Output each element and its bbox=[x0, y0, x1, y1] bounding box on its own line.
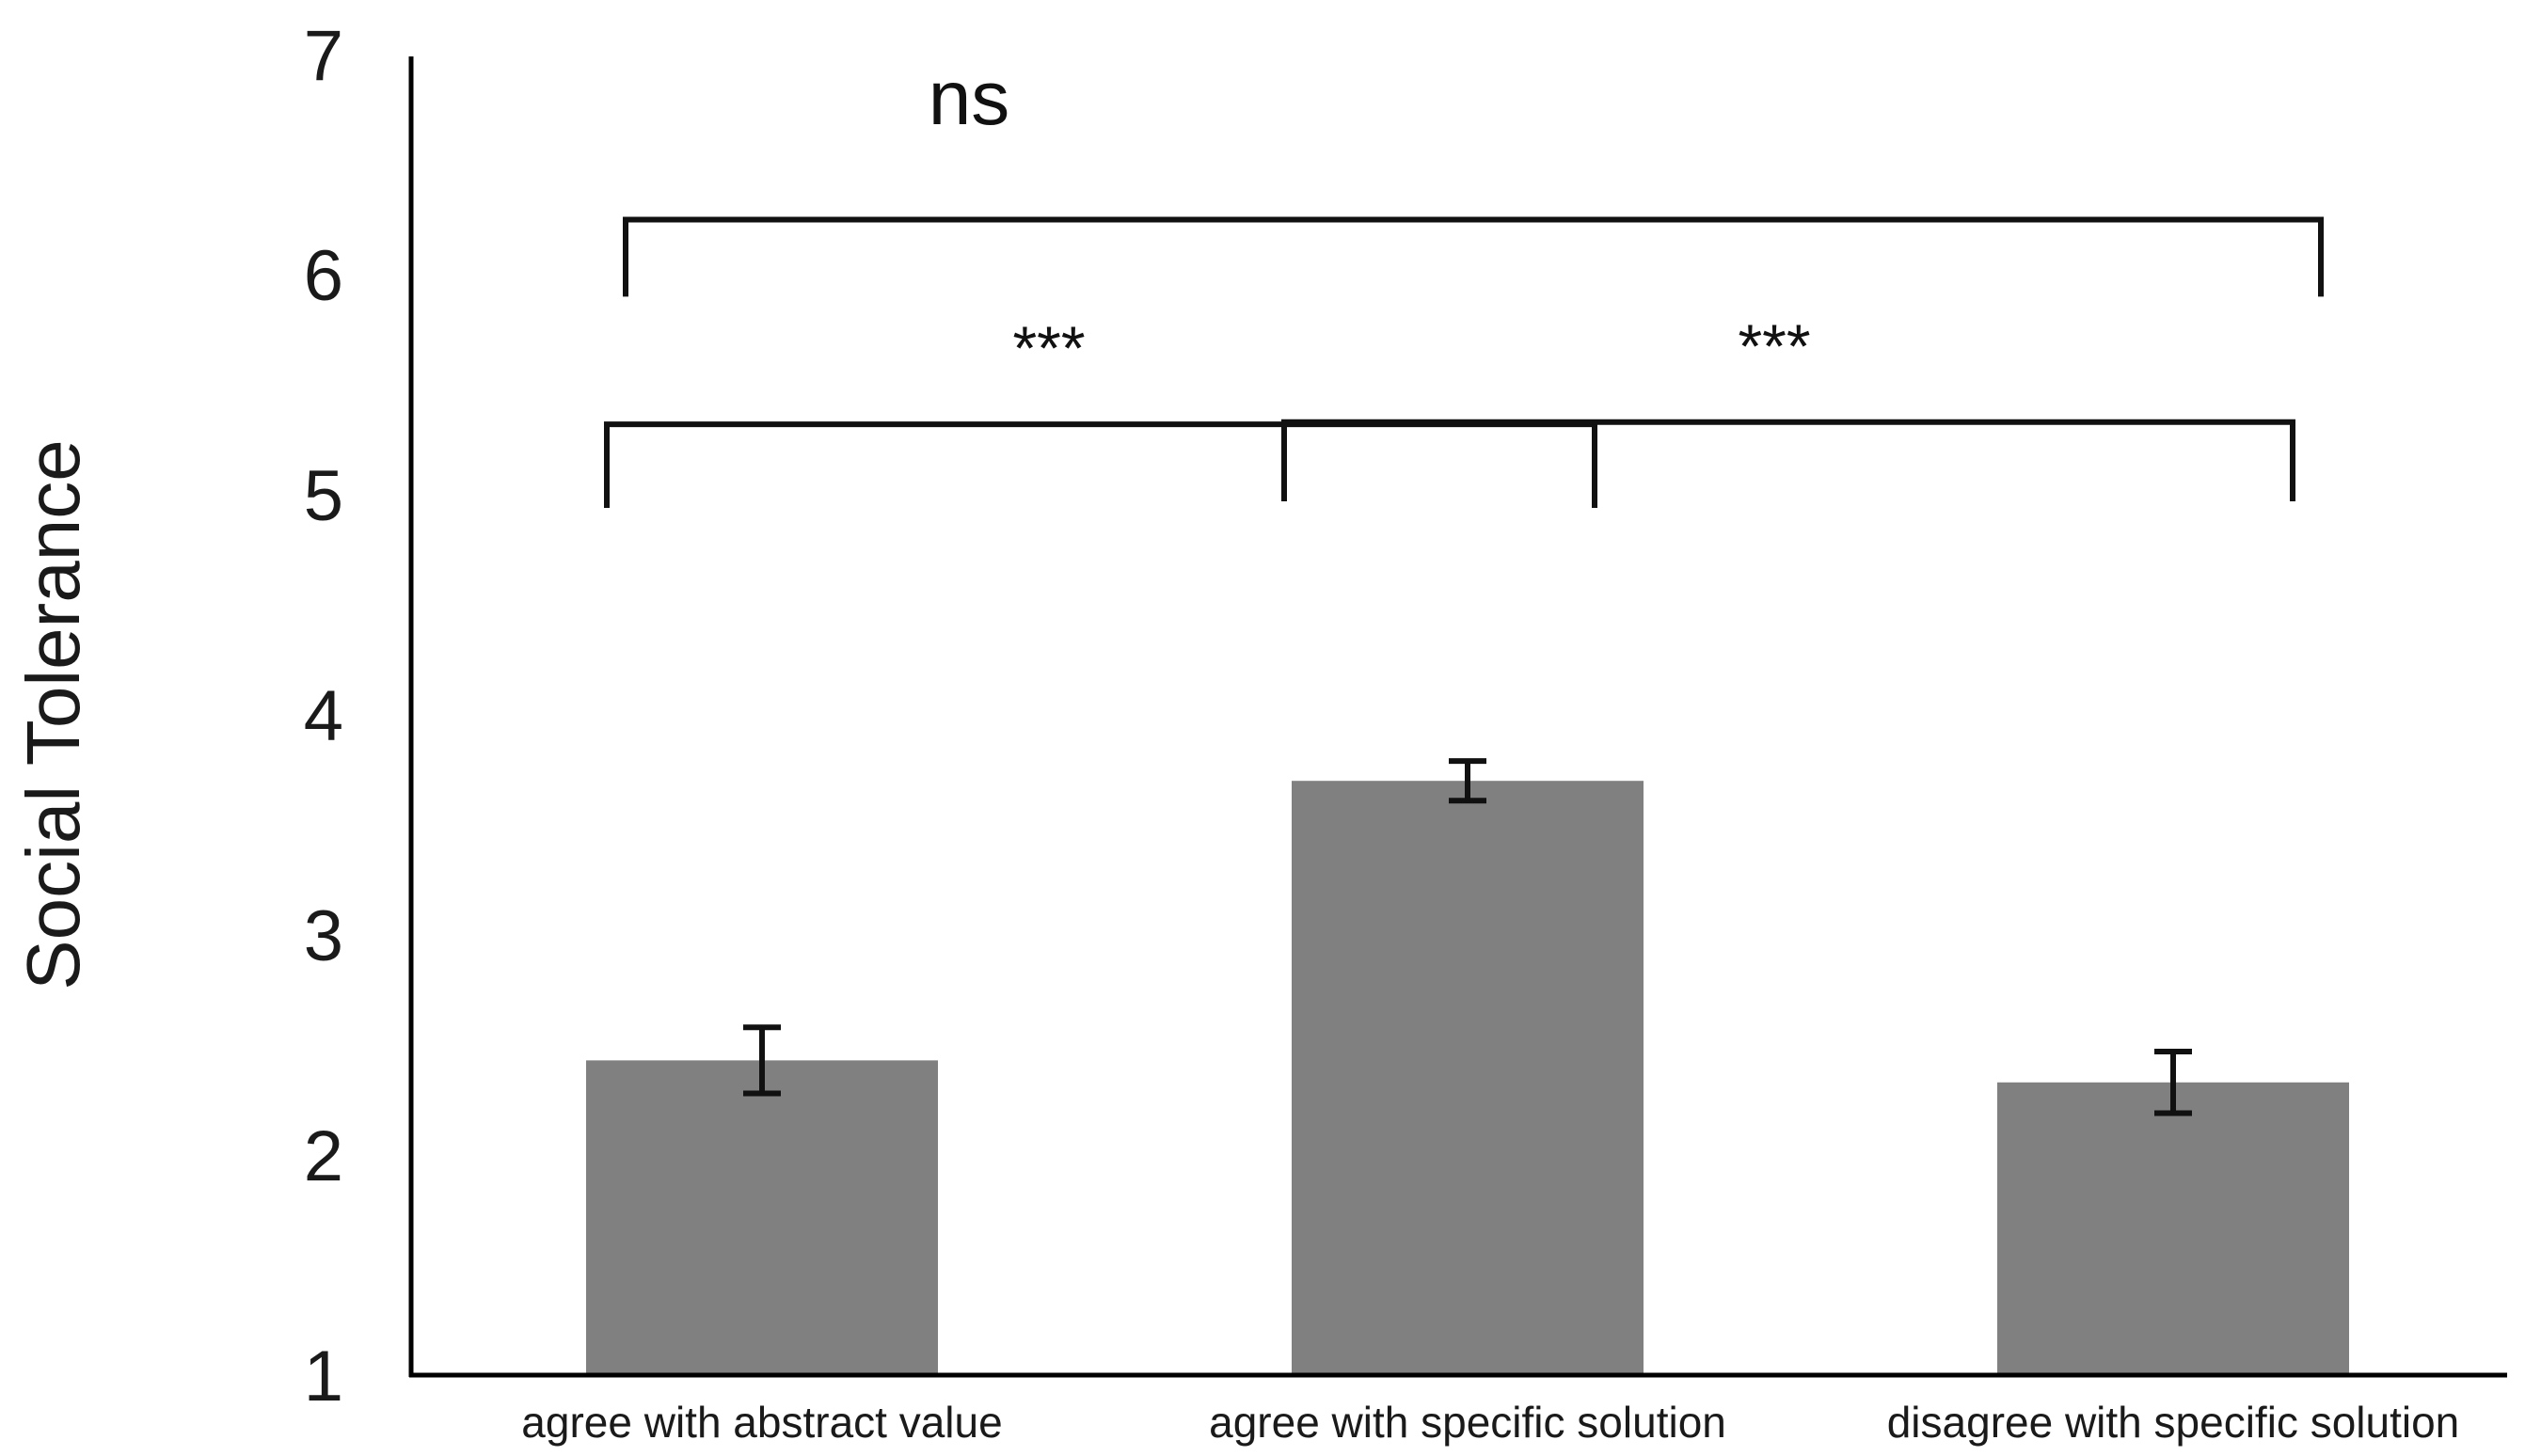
y-tick-label: 7 bbox=[304, 16, 343, 96]
significance-bracket-3 bbox=[1281, 419, 2295, 502]
y-axis-label: Social Tolerance bbox=[11, 439, 95, 990]
significance-bracket-2 bbox=[604, 421, 1597, 509]
significance-bracket-1 bbox=[623, 216, 2324, 297]
significance-label-2: *** bbox=[1012, 313, 1085, 383]
y-tick-label: 3 bbox=[304, 896, 343, 976]
x-tick-label: agree with specific solution bbox=[1209, 1398, 1726, 1447]
significance-label-3: *** bbox=[1738, 311, 1810, 381]
y-tick-label: 2 bbox=[304, 1116, 343, 1196]
y-tick-label: 6 bbox=[304, 236, 343, 316]
plot-area: 1 2 3 4 5 6 7 agree with abstract value agree wi… bbox=[304, 16, 2507, 1447]
y-tick-label: 5 bbox=[304, 456, 343, 536]
bar-1 bbox=[586, 1060, 938, 1375]
bar-2 bbox=[1292, 781, 1644, 1375]
y-tick-label: 4 bbox=[304, 676, 343, 756]
y-tick-label: 1 bbox=[304, 1337, 343, 1416]
significance-label-1: ns bbox=[929, 55, 1010, 141]
x-tick-label: agree with abstract value bbox=[521, 1398, 1002, 1447]
bar-3 bbox=[1997, 1082, 2349, 1375]
x-tick-label: disagree with specific solution bbox=[1887, 1398, 2460, 1447]
